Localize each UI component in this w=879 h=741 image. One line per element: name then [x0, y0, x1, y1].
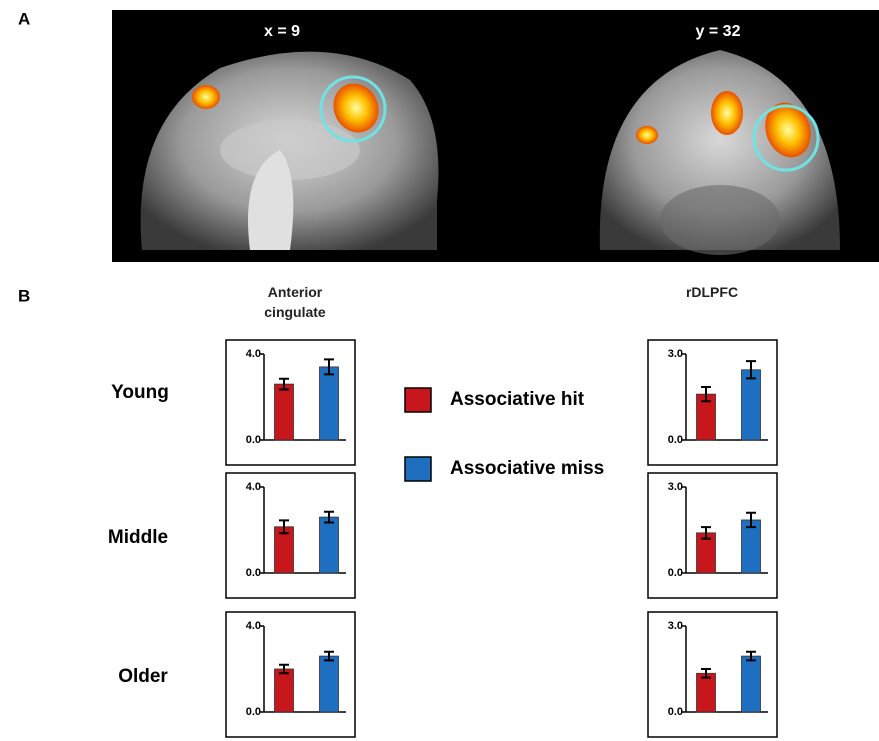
bar	[697, 673, 716, 712]
bar	[275, 669, 294, 712]
row-label: Young	[111, 382, 169, 403]
legend-swatch	[405, 457, 431, 481]
y-tick-label: 0.0	[246, 706, 261, 718]
bar	[320, 656, 339, 712]
bar	[320, 517, 339, 573]
y-tick-label: 0.0	[246, 567, 261, 579]
y-tick-label: 3.0	[668, 348, 683, 360]
panel-label: B	[18, 286, 30, 305]
y-tick-label: 0.0	[668, 434, 683, 446]
y-tick-label: 0.0	[246, 434, 261, 446]
slice-label: x = 9	[264, 23, 300, 40]
y-tick-label: 4.0	[246, 348, 261, 360]
column-header: rDLPFC	[657, 282, 767, 302]
y-tick-label: 0.0	[668, 567, 683, 579]
bar	[742, 370, 761, 440]
panel-label: A	[18, 9, 30, 28]
y-tick-label: 0.0	[668, 706, 683, 718]
bar	[275, 384, 294, 440]
column-header: Anterior cingulate	[240, 282, 350, 322]
y-tick-label: 3.0	[668, 481, 683, 493]
figure: A x = 9 y = 32 B Young Middle Older Asso…	[0, 0, 879, 741]
bar	[320, 367, 339, 440]
page: {"figure": {"panel_a": "A", "panel_b": "…	[0, 0, 879, 741]
row-label: Middle	[108, 527, 168, 548]
y-tick-label: 4.0	[246, 481, 261, 493]
slice-label: y = 32	[696, 23, 741, 40]
row-label: Older	[118, 666, 168, 687]
legend-label: Associative hit	[450, 389, 585, 410]
bar	[742, 656, 761, 712]
y-tick-label: 4.0	[246, 620, 261, 632]
legend-label: Associative miss	[450, 458, 604, 479]
legend-swatch	[405, 388, 431, 412]
y-tick-label: 3.0	[668, 620, 683, 632]
